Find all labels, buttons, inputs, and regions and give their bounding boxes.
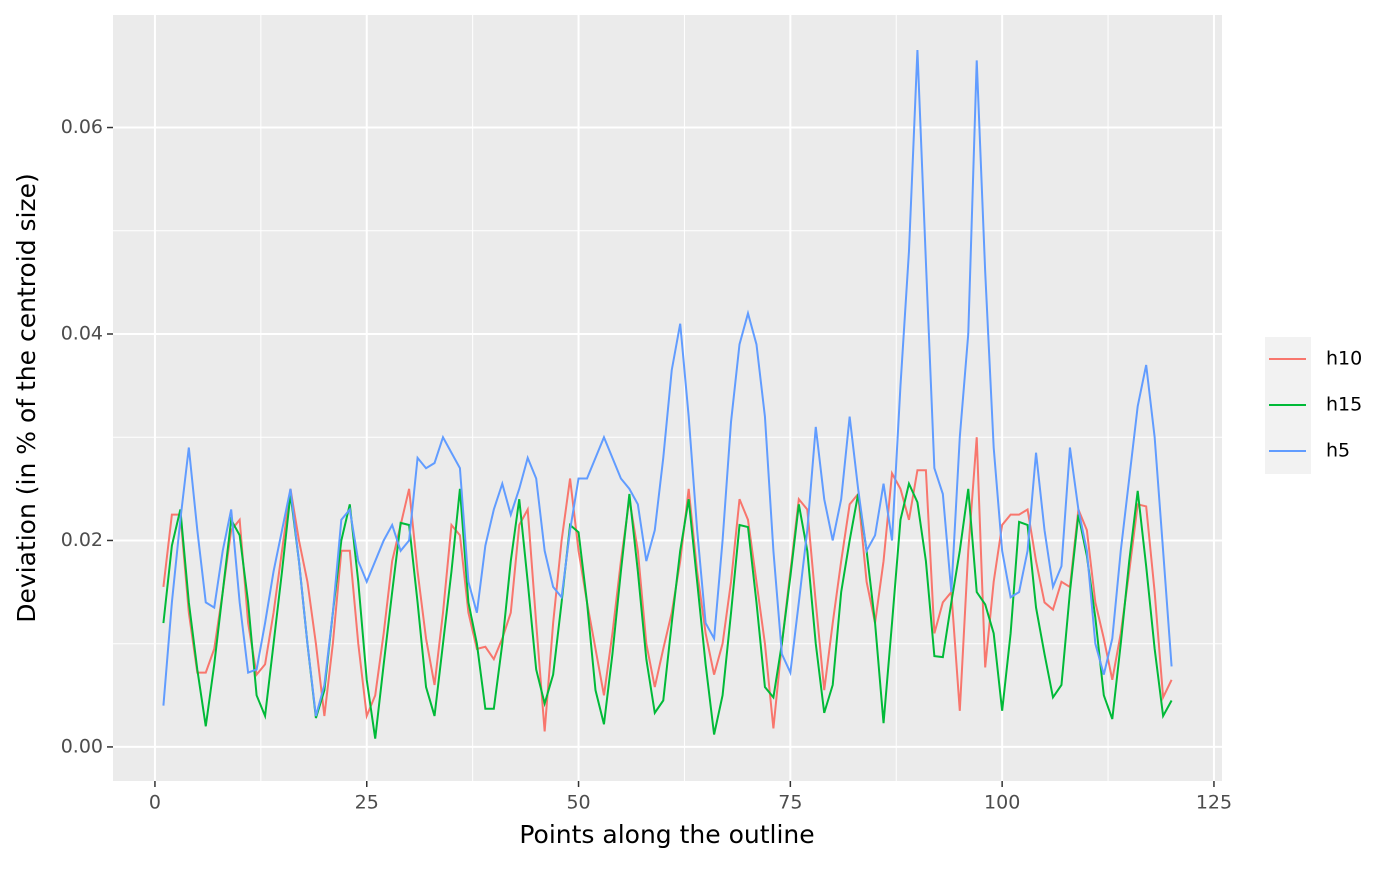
legend-label: h10 <box>1326 348 1362 370</box>
x-tick-label: 25 <box>355 792 379 814</box>
y-tick-label: 0.02 <box>61 529 103 551</box>
x-axis-title: Points along the outline <box>519 820 814 849</box>
y-tick-label: 0.04 <box>61 322 103 344</box>
y-tick-label: 0.00 <box>61 735 103 757</box>
x-tick-label: 100 <box>984 792 1020 814</box>
x-tick-label: 50 <box>566 792 590 814</box>
x-tick-label: 75 <box>778 792 802 814</box>
legend-label: h15 <box>1326 394 1362 416</box>
series-line <box>162 50 1173 717</box>
series-line <box>162 437 1173 732</box>
x-tick-label: 125 <box>1196 792 1232 814</box>
legend-label: h5 <box>1326 440 1350 462</box>
y-tick-label: 0.06 <box>61 116 103 138</box>
x-tick-label: 0 <box>149 792 161 814</box>
y-axis-title: Deviation (in % of the centroid size) <box>12 173 41 623</box>
